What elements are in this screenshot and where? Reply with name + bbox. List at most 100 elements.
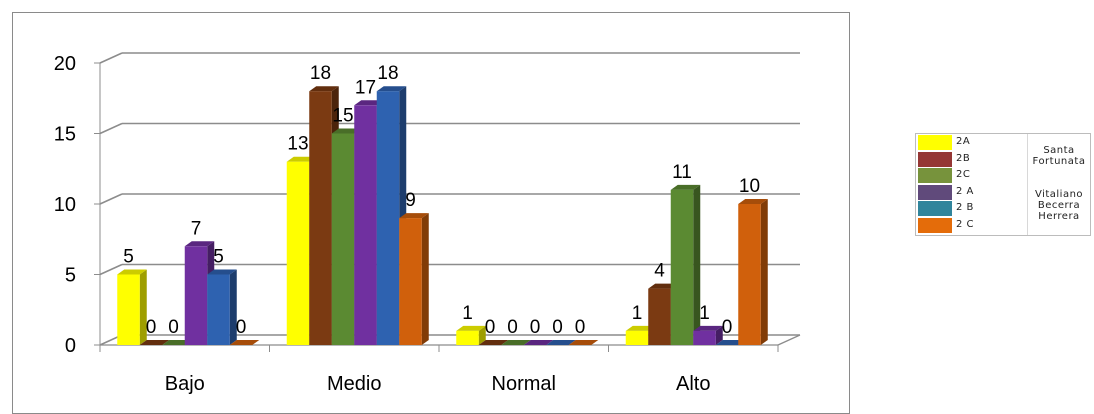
bar	[399, 218, 422, 345]
data-label: 4	[654, 261, 665, 282]
bar-side	[229, 269, 237, 345]
x-tick-label: Bajo	[165, 373, 205, 395]
legend-item: 2A	[916, 135, 1026, 150]
bar-top	[670, 184, 701, 190]
data-label: 5	[213, 247, 224, 268]
legend-label: 2 C	[956, 218, 975, 230]
bar-zero	[139, 340, 170, 345]
bar-top	[625, 325, 656, 331]
data-label: 1	[462, 303, 473, 324]
bar-top	[376, 86, 407, 92]
bar-side	[421, 213, 429, 345]
bar	[117, 274, 140, 345]
bar	[286, 161, 310, 345]
y-tick-label: 10	[54, 194, 76, 216]
bar	[331, 133, 355, 345]
legend-swatch	[918, 217, 952, 233]
data-label: 17	[355, 77, 376, 98]
data-label: 0	[722, 317, 733, 338]
bar-top	[648, 283, 678, 289]
legend-group-label: Santa Fortunata	[1032, 145, 1086, 167]
legend-group-label: Vitaliano Becerra Herrera	[1034, 189, 1084, 222]
legend-item: 2B	[916, 151, 1026, 167]
bar-side	[478, 325, 486, 345]
bar	[625, 330, 649, 345]
data-label: 0	[575, 317, 586, 338]
data-label: 0	[485, 317, 496, 338]
bar-zero	[501, 340, 531, 345]
bar	[184, 246, 208, 345]
bar-zero	[568, 340, 599, 345]
bar	[670, 189, 694, 345]
bar-zero	[162, 340, 192, 345]
legend-swatch	[918, 201, 952, 216]
bar	[456, 330, 479, 345]
bar-side	[760, 199, 768, 345]
bar-top	[738, 199, 768, 204]
legend-item: 2 B	[916, 201, 1026, 216]
data-label: 18	[377, 63, 398, 84]
legend-label: 2 B	[956, 202, 974, 213]
bar	[738, 204, 761, 345]
gridline-depth	[99, 122, 123, 135]
data-label: 13	[287, 134, 308, 155]
bar-top	[184, 241, 215, 247]
bar-zero	[229, 340, 260, 345]
data-label: 0	[530, 317, 541, 338]
bar-zero	[715, 340, 746, 345]
data-label: 0	[146, 317, 157, 338]
data-label: 9	[405, 190, 416, 211]
legend-swatch	[918, 151, 952, 167]
bar-top	[399, 213, 429, 219]
floor-right-edge	[777, 334, 801, 346]
data-label: 0	[236, 317, 247, 338]
bar	[309, 91, 332, 345]
bar	[648, 288, 671, 345]
bar	[376, 91, 400, 345]
legend-label: 2B	[956, 152, 971, 164]
data-label: 1	[632, 303, 643, 324]
bar-zero	[478, 340, 509, 345]
legend-label: 2 A	[956, 185, 974, 197]
bar	[207, 274, 230, 345]
data-label: 11	[672, 162, 692, 183]
legend: 2A 2B 2C 2 A 2 B 2 C Santa Fortunata Vitaliano …	[915, 133, 1091, 236]
gridline-depth	[99, 263, 123, 276]
bar-top	[117, 269, 147, 275]
bar	[354, 105, 377, 345]
y-tick-label: 15	[54, 124, 76, 146]
data-label: 5	[123, 247, 134, 268]
x-tick-label: Alto	[676, 373, 710, 395]
bar-top	[693, 325, 723, 331]
legend-swatch	[918, 168, 952, 183]
y-tick-label: 20	[54, 53, 76, 75]
data-label: 10	[739, 176, 760, 197]
legend-item: 2C	[916, 168, 1026, 183]
data-label: 0	[507, 317, 518, 338]
gridline-depth	[99, 193, 123, 205]
legend-divider	[1027, 134, 1028, 235]
bar-top	[207, 269, 237, 275]
chart-area	[12, 12, 850, 414]
legend-item: 2 A	[916, 184, 1026, 200]
legend-swatch	[918, 184, 952, 200]
bar-top	[354, 100, 384, 106]
data-label: 15	[332, 106, 353, 127]
legend-item: 2 C	[916, 217, 1026, 233]
bar-zero	[523, 340, 554, 345]
bar-side	[715, 325, 723, 345]
legend-label: 2C	[956, 169, 971, 180]
data-label: 0	[168, 317, 179, 338]
y-tick-label: 5	[65, 265, 76, 287]
bar-top	[456, 325, 486, 331]
legend-swatch	[918, 135, 952, 150]
legend-label: 2A	[956, 136, 971, 147]
bar-zero	[546, 340, 576, 345]
data-label: 7	[191, 218, 202, 239]
bar-top	[286, 156, 317, 162]
bar-side	[693, 184, 701, 345]
data-label: 18	[310, 63, 331, 84]
bar-top	[309, 86, 339, 92]
data-label: 1	[699, 303, 710, 324]
